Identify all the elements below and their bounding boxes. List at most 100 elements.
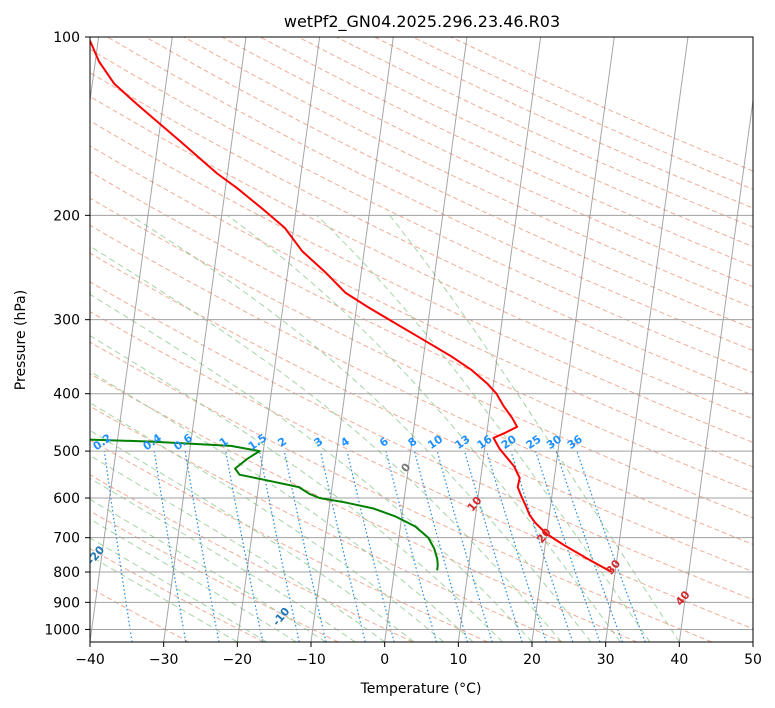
mixing-ratio-line — [555, 450, 623, 642]
moist-adiabat-line — [90, 518, 297, 642]
mixing-ratio-label: 30 — [544, 432, 564, 452]
mixing-ratio-line — [535, 450, 601, 642]
mixing-ratio-label: 2 — [275, 435, 289, 450]
isotherm-label: 20 — [534, 525, 554, 545]
dry-adiabat-line — [450, 37, 753, 172]
dry-adiabat-line — [90, 341, 712, 642]
temperature-profile — [90, 39, 612, 573]
isotherm-line — [531, 37, 615, 642]
mixing-ratio-label: 6 — [377, 435, 391, 450]
moist-adiabat-line — [90, 477, 356, 642]
dry-adiabat-line — [90, 48, 753, 374]
moist-adiabat-line — [90, 335, 503, 642]
isotherm-line — [752, 638, 753, 642]
dry-adiabat-line — [107, 37, 753, 351]
mixing-ratio-line — [576, 450, 646, 642]
isotherm-line — [384, 37, 468, 642]
x-tick-label: 10 — [449, 652, 467, 668]
dry-adiabat-label: -20 — [85, 543, 108, 567]
mixing-ratio-line — [464, 450, 523, 642]
isotherm-line — [605, 37, 689, 642]
dry-adiabat-line — [90, 474, 414, 642]
mixing-ratio-label: 16 — [475, 432, 495, 452]
dry-adiabat-line — [90, 95, 753, 420]
x-tick-label: 40 — [670, 652, 688, 668]
y-tick-label: 700 — [53, 531, 80, 547]
x-axis-label: Temperature (°C) — [360, 681, 482, 697]
dry-adiabat-line — [90, 405, 563, 642]
moist-adiabat-line — [130, 214, 592, 642]
dry-adiabat-line — [90, 252, 753, 573]
mixing-ratio-label: 4 — [338, 435, 352, 450]
chart-title: wetPf2_GN04.2025.296.23.46.R03 — [284, 12, 560, 32]
isotherm-label: 0 — [398, 460, 413, 474]
moist-adiabat-line — [227, 214, 621, 642]
moist-adiabat-line — [389, 214, 680, 642]
dry-adiabat-line — [90, 145, 753, 468]
moist-adiabat-line — [90, 555, 238, 642]
y-tick-label: 900 — [53, 595, 80, 611]
profile-lines — [90, 39, 612, 573]
x-tick-label: 20 — [523, 652, 541, 668]
dry-adiabat-line — [90, 439, 488, 642]
mixing-ratio-line — [436, 450, 493, 642]
dry-adiabat-line — [145, 37, 753, 330]
dry-adiabat-line — [90, 510, 339, 642]
isotherm-line — [457, 37, 542, 642]
x-tick-label: 30 — [597, 652, 615, 668]
x-tick-label: −40 — [75, 652, 105, 668]
mixing-ratio-line — [258, 450, 300, 642]
dry-adiabat-line — [90, 120, 753, 444]
y-axis: 100 200 300 400 500 600 700 800 900 1000 — [44, 30, 90, 638]
background-lines — [90, 37, 753, 642]
dry-adiabat-line — [374, 37, 753, 209]
moist-adiabat-line — [316, 214, 651, 642]
y-tick-label: 1000 — [44, 622, 80, 638]
y-tick-label: 400 — [53, 387, 80, 403]
mixing-ratio-label: 25 — [524, 433, 544, 452]
mixing-ratio-line — [225, 450, 264, 642]
dry-adiabat-line — [90, 373, 638, 642]
mixing-ratio-line — [319, 450, 366, 642]
x-tick-label: 0 — [380, 652, 389, 668]
isotherm-line — [678, 96, 753, 642]
isotherm-line — [310, 37, 394, 642]
dry-adiabat-line — [336, 37, 753, 228]
isotherm-line — [163, 37, 247, 642]
y-tick-label: 200 — [53, 208, 80, 224]
x-tick-label: −20 — [223, 652, 253, 668]
mixing-ratio-label: 0.2 — [91, 431, 114, 453]
dry-adiabat-line — [90, 311, 753, 630]
x-axis: −40 −30 −20 −10 0 10 20 30 40 50 — [75, 642, 762, 668]
isotherm-line — [236, 37, 321, 642]
dry-adiabat-line — [90, 171, 753, 493]
dry-adiabat-line — [90, 224, 753, 546]
dry-adiabat-line — [90, 548, 264, 642]
mixing-ratio-label: 0.4 — [141, 431, 165, 453]
moist-adiabat-line — [90, 498, 326, 642]
dry-adiabat-line — [259, 37, 753, 268]
dry-adiabat-line — [221, 37, 753, 288]
isotherm-label: 40 — [673, 588, 693, 608]
moist-adiabat-line — [90, 454, 385, 642]
moist-adiabat-line — [90, 429, 415, 642]
dry-adiabat-line — [90, 281, 753, 601]
mixing-ratio-line — [184, 451, 220, 642]
isotherm-line — [90, 37, 173, 642]
mixing-ratio-label: 36 — [565, 432, 585, 452]
mixing-ratio-line — [103, 451, 133, 642]
y-tick-label: 800 — [53, 565, 80, 581]
x-tick-label: 50 — [744, 652, 762, 668]
x-tick-label: −30 — [149, 652, 179, 668]
moist-adiabat-line — [90, 293, 533, 642]
moist-adiabat-line — [90, 370, 474, 642]
mixing-ratio-label: 8 — [406, 435, 420, 450]
y-tick-label: 600 — [53, 491, 80, 507]
moist-adiabat-line — [90, 402, 444, 642]
y-axis-label: Pressure (hPa) — [13, 290, 29, 390]
mixing-ratio-line — [486, 450, 547, 642]
y-tick-label: 300 — [53, 313, 80, 329]
mixing-ratio-label: 1 — [217, 435, 231, 450]
y-tick-label: 100 — [53, 30, 80, 46]
